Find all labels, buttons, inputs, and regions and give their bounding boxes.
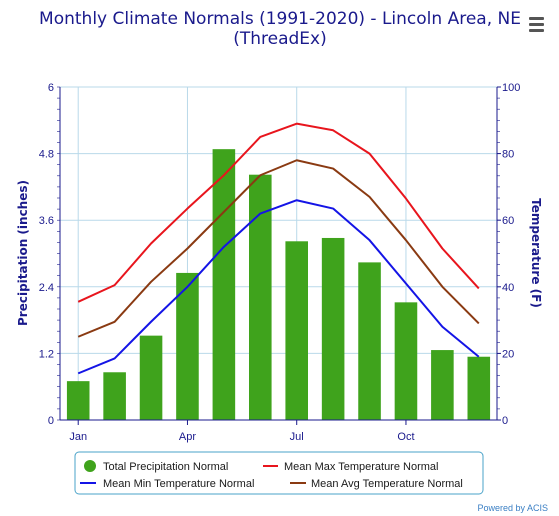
y-left-tick-label: 0 [48, 415, 54, 427]
precipitation-bar [212, 149, 236, 420]
chart-title: Monthly Climate Normals (1991-2020) - Li… [39, 9, 521, 29]
x-tick-label: Jul [290, 431, 304, 443]
x-tick-label: Apr [179, 431, 196, 443]
legend-item-avg-temp[interactable]: Mean Avg Temperature Normal [290, 478, 463, 490]
min-temperature-line [77, 199, 480, 375]
y-right-tick-label: 0 [502, 415, 508, 427]
axes [57, 86, 501, 425]
hamburger-menu-icon [529, 17, 544, 20]
precipitation-bar [431, 350, 454, 420]
y-axis-right-title: Temperature (F) [529, 198, 543, 308]
precipitation-bar [358, 262, 381, 420]
legend-item-precipitation[interactable]: Total Precipitation Normal [84, 460, 228, 473]
max-temperature-line [77, 122, 480, 303]
y-left-tick-label: 4.8 [39, 149, 54, 161]
y-left-tick-label: 2.4 [39, 282, 54, 294]
menu-button[interactable] [524, 14, 548, 36]
precipitation-bar [467, 356, 491, 420]
legend: Total Precipitation Normal Mean Max Temp… [74, 451, 484, 495]
precipitation-bar [66, 381, 90, 420]
avg-temperature-line [77, 159, 480, 338]
precipitation-bar [176, 272, 199, 420]
y-left-tick-label: 1.2 [39, 348, 54, 360]
y-right-tick-label: 100 [502, 82, 520, 94]
y-right-tick-label: 20 [502, 348, 514, 360]
precipitation-bar [139, 335, 163, 420]
y-right-tick-label: 60 [502, 215, 514, 227]
y-left-tick-label: 6 [48, 82, 54, 94]
legend-label-avg-temp: Mean Avg Temperature Normal [311, 478, 463, 490]
y-left-tick-label: 3.6 [39, 215, 54, 227]
precipitation-bar [249, 174, 272, 420]
legend-label-min-temp: Mean Min Temperature Normal [103, 478, 254, 490]
x-tick-label: Oct [397, 431, 414, 443]
legend-item-min-temp[interactable]: Mean Min Temperature Normal [80, 478, 254, 490]
chart-subtitle: (ThreadEx) [233, 29, 327, 49]
y-right-tick-label: 40 [502, 282, 514, 294]
precipitation-bar [321, 237, 345, 420]
y-right-tick-label: 80 [502, 149, 514, 161]
precipitation-bar [103, 372, 126, 420]
y-axis-left-title: Precipitation (inches) [16, 180, 30, 326]
x-tick-label: Jan [69, 431, 87, 443]
temperature-lines [77, 122, 480, 375]
precipitation-bar [394, 302, 418, 420]
precipitation-bar [285, 241, 308, 420]
legend-label-max-temp: Mean Max Temperature Normal [284, 461, 438, 473]
legend-label-precipitation: Total Precipitation Normal [103, 461, 228, 473]
precipitation-bars [66, 149, 491, 420]
credits-link[interactable]: Powered by ACIS [477, 503, 548, 513]
legend-item-max-temp[interactable]: Mean Max Temperature Normal [263, 461, 438, 473]
